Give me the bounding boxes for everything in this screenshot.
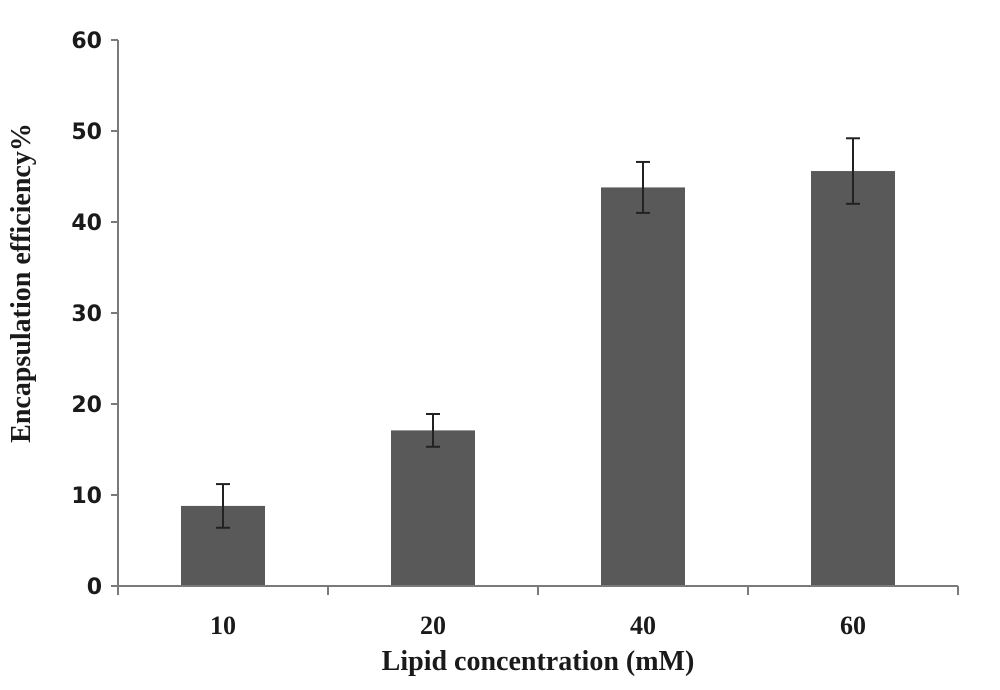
y-tick-label: 20 xyxy=(71,393,102,418)
y-tick-label: 60 xyxy=(71,29,102,54)
y-tick-label: 50 xyxy=(71,120,102,145)
error-bar xyxy=(846,137,860,205)
error-bars xyxy=(216,137,860,529)
error-bar xyxy=(216,483,230,529)
x-tick-label: 20 xyxy=(420,611,446,640)
y-axis-title: Encapsulation efficiency% xyxy=(6,123,37,443)
bar xyxy=(601,187,685,587)
y-tick-label: 30 xyxy=(71,302,102,327)
bar-series xyxy=(181,171,895,587)
error-bar xyxy=(426,413,440,448)
x-tick-label: 60 xyxy=(840,611,866,640)
y-axis-ticks: 0 10 20 30 40 50 60 xyxy=(71,29,118,600)
y-tick-label: 0 xyxy=(87,575,102,600)
x-tick-label: 10 xyxy=(210,611,236,640)
x-axis-title: Lipid concentration (mM) xyxy=(382,646,695,677)
x-axis-ticks: 10 20 40 60 xyxy=(117,586,959,640)
bar xyxy=(811,171,895,587)
x-tick-label: 40 xyxy=(630,611,656,640)
y-tick-label: 40 xyxy=(71,211,102,236)
error-bar xyxy=(636,160,650,214)
y-tick-label: 10 xyxy=(71,484,102,509)
bar xyxy=(391,430,475,586)
